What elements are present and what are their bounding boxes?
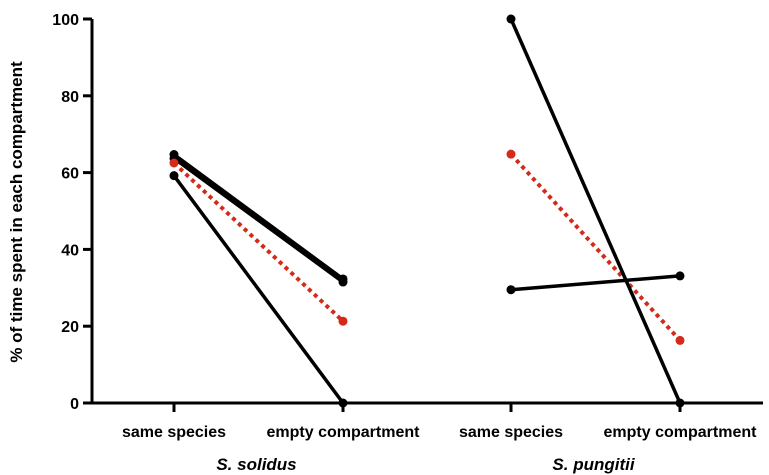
mean-line xyxy=(509,152,682,342)
individual-point xyxy=(338,398,348,408)
x-tick-label: empty compartment xyxy=(267,424,421,441)
y-tick-label: 60 xyxy=(61,166,79,183)
individual-line xyxy=(509,18,682,404)
x-tick-label: empty compartment xyxy=(604,424,758,441)
series-layer xyxy=(169,14,685,408)
x-tick-label: same species xyxy=(459,424,563,441)
axes xyxy=(83,17,763,412)
x-tick-label: same species xyxy=(122,424,226,441)
individual-line xyxy=(172,156,345,284)
y-axis-title: % of time spent in each compartment xyxy=(7,61,26,363)
y-tick-label: 0 xyxy=(70,396,79,413)
mean-point xyxy=(506,149,516,159)
y-tick-label: 100 xyxy=(52,12,79,29)
individual-point xyxy=(169,171,179,181)
group-label: S. pungitii xyxy=(552,455,635,474)
individual-point xyxy=(506,285,516,295)
individual-line xyxy=(172,174,345,405)
mean-point xyxy=(169,158,179,168)
individual-line xyxy=(510,274,681,292)
y-tick-label: 20 xyxy=(61,319,79,336)
group-label: S. solidus xyxy=(216,455,296,474)
labels-layer: 0 20 40 60 80 100 same species empty compartmen… xyxy=(52,12,757,474)
y-tick-label: 80 xyxy=(61,89,79,106)
mean-line xyxy=(172,161,345,323)
y-tick-label: 40 xyxy=(61,242,79,259)
individual-point xyxy=(675,398,685,408)
mean-point xyxy=(338,316,348,326)
individual-line xyxy=(172,153,345,281)
individual-point xyxy=(506,14,516,24)
individual-point xyxy=(675,271,685,281)
individual-point xyxy=(338,277,348,287)
mean-point xyxy=(675,335,685,345)
